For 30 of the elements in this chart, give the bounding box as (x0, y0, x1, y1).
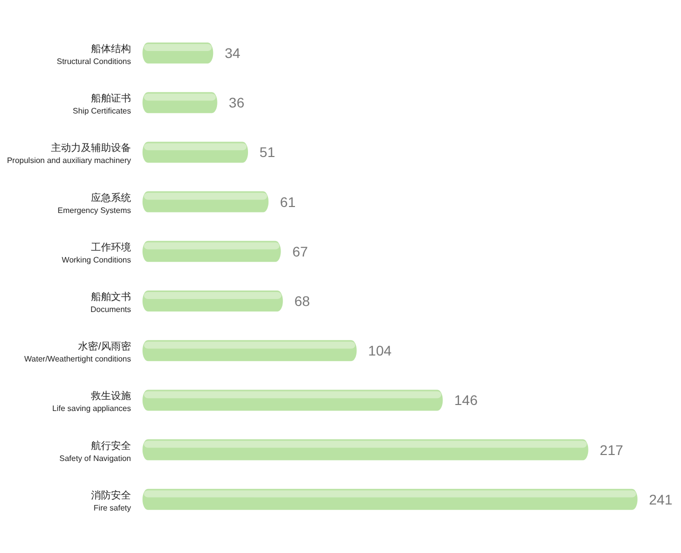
bar (142, 42, 214, 64)
bar (142, 191, 269, 212)
y-tick-label: 应急系统 Emergency Systems (58, 192, 131, 215)
data-label: 34 (224, 45, 240, 61)
data-label: 36 (228, 94, 245, 111)
data-label: 67 (292, 243, 308, 260)
y-tick-label: 消防安全 Fire safety (91, 489, 131, 512)
data-label: 104 (368, 342, 392, 359)
data-label: 51 (260, 144, 276, 160)
bar (142, 240, 281, 262)
y-tick-label: 救生设施 Life saving appliances (52, 390, 131, 414)
bar (142, 340, 357, 362)
bar (142, 290, 283, 312)
bar (142, 92, 218, 114)
y-tick-label: 船舶证书 Ship Certificates (72, 92, 131, 116)
data-label: 68 (294, 293, 310, 309)
y-tick-label: 水密/风雨密 Water/Weathertight conditions (24, 340, 131, 364)
data-label: 241 (649, 491, 673, 508)
bar (142, 142, 248, 163)
data-label: 61 (280, 194, 296, 210)
y-tick-label: 航行安全 Safety of Navigation (59, 440, 131, 463)
y-tick-label: 工作环境 Working Conditions (62, 241, 131, 264)
y-tick-label: 船体结构 Structural Conditions (56, 43, 131, 66)
y-tick-label: 船舶文书 Documents (90, 291, 131, 314)
y-tick-label: 主动力及辅助设备 Propulsion and auxiliary machinery (6, 142, 131, 166)
data-label: 217 (600, 442, 624, 458)
bar (142, 439, 588, 460)
bar (142, 488, 638, 510)
bar (142, 390, 443, 411)
data-label: 146 (454, 392, 478, 408)
